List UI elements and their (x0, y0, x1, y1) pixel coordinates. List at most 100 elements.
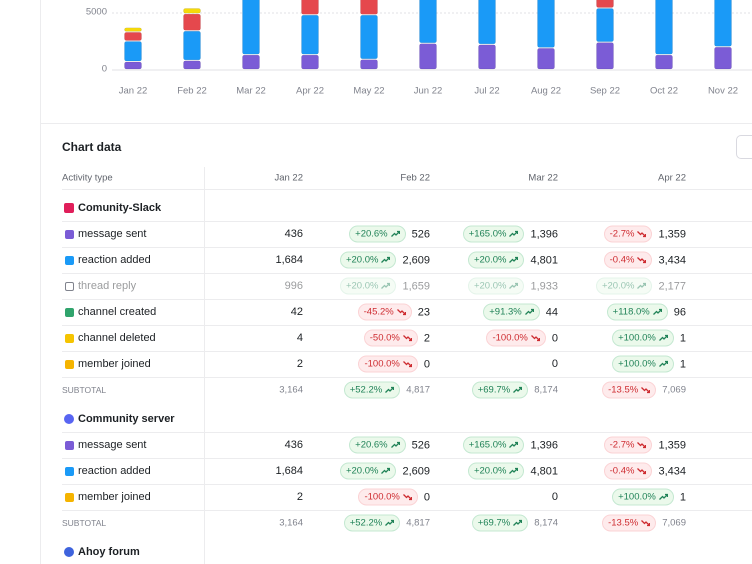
change-text: +52.2% (349, 517, 383, 529)
cell-value: 1 (679, 358, 686, 370)
cell-value: 0 (551, 491, 558, 503)
change-badge: +165.0% (462, 436, 525, 454)
change-text: +100.0% (618, 358, 656, 370)
bar-segment (655, 0, 673, 55)
section-title: Chart data (62, 140, 122, 154)
change-text: -2.7% (609, 228, 635, 240)
column-header: Apr 22 (658, 172, 686, 184)
trend-icon (381, 467, 391, 474)
bar-segment (124, 61, 142, 70)
group-name: Community server (78, 413, 175, 425)
change-badge: +69.7% (471, 381, 529, 399)
row-divider (62, 299, 752, 300)
value-cell: +100.0% 1 (612, 355, 686, 373)
cell-value: 526 (411, 228, 430, 240)
change-badge: -100.0% (358, 355, 418, 373)
x-tick-label: May 22 (353, 86, 384, 97)
trend-icon (402, 361, 412, 368)
trend-icon (658, 334, 668, 341)
bar-segment (419, 43, 437, 70)
trend-icon (637, 442, 647, 449)
trend-icon (396, 309, 406, 316)
change-text: +118.0% (612, 306, 650, 318)
group-icon (64, 547, 74, 557)
cell-value: 436 (284, 439, 303, 451)
row-checkbox (65, 281, 74, 291)
change-badge: -100.0% (358, 488, 418, 506)
subtotal-value: 4,817 (406, 384, 430, 396)
cell-value: 42 (290, 306, 303, 318)
change-badge: +20.0% (467, 462, 525, 480)
cell-value: 1,396 (530, 228, 558, 240)
row-divider (62, 510, 752, 511)
cell-value: 4 (296, 332, 303, 344)
value-cell: -100.0% 0 (486, 329, 558, 347)
change-badge: +20.6% (349, 436, 406, 454)
change-text: -13.5% (608, 517, 639, 529)
change-badge: -45.2% (357, 303, 412, 321)
value-cell: +20.6% 526 (349, 225, 430, 243)
value-cell: -2.7% 1,359 (603, 225, 686, 243)
change-text: -0.4% (609, 465, 635, 477)
cell-value: 2 (296, 358, 303, 370)
change-badge: +69.7% (471, 514, 529, 532)
column-header: Mar 22 (528, 172, 558, 184)
x-tick-label: Sep 22 (590, 86, 620, 97)
cell-value: 3,434 (658, 254, 686, 266)
change-badge: +165.0% (462, 225, 525, 243)
toolbar-button[interactable] (736, 135, 752, 159)
trend-icon (385, 386, 395, 393)
cell-value: 1,684 (275, 254, 303, 266)
change-text: -100.0% (364, 491, 400, 503)
value-cell: -45.2% 23 (357, 303, 430, 321)
bar-segment (124, 32, 142, 41)
change-badge: +20.0% (339, 462, 397, 480)
bar-segment (360, 0, 378, 15)
row-label: member joined (78, 358, 151, 370)
bar-segment (242, 54, 260, 70)
value-cell: +52.2% 4,817 (343, 514, 430, 532)
cell-value: 44 (545, 306, 558, 318)
trend-icon (509, 441, 519, 448)
trend-icon (509, 230, 519, 237)
cell-value: 1 (679, 491, 686, 503)
cell-value: 2,609 (402, 465, 430, 477)
cell-value: 2 (296, 491, 303, 503)
change-badge: -13.5% (602, 514, 657, 532)
bar-segment (714, 0, 732, 47)
change-text: +20.0% (473, 254, 507, 266)
row-label: thread reply (78, 280, 137, 292)
bar-segment (537, 0, 555, 48)
change-text: +91.3% (489, 306, 522, 318)
row-label: reaction added (78, 254, 151, 266)
change-badge: +100.0% (612, 329, 674, 347)
bar-segment (301, 15, 319, 55)
row-divider (62, 432, 752, 433)
change-badge: +100.0% (612, 488, 674, 506)
subtotal-value: 3,164 (279, 517, 303, 529)
cell-value: 1,359 (658, 439, 686, 451)
trend-icon (509, 467, 519, 474)
change-text: +20.0% (473, 280, 507, 292)
trend-icon (641, 520, 651, 527)
value-cell: +165.0% 1,396 (462, 225, 558, 243)
change-text: +20.0% (345, 465, 379, 477)
change-text: +165.0% (468, 228, 507, 240)
value-cell: +69.7% 8,174 (471, 381, 558, 399)
x-tick-label: Aug 22 (531, 86, 561, 97)
x-tick-label: Feb 22 (177, 86, 207, 97)
row-divider (62, 377, 752, 378)
value-cell: +20.0% 1,659 (339, 277, 430, 295)
value-cell: -13.5% 7,069 (602, 381, 686, 399)
change-text: +20.0% (473, 465, 507, 477)
change-badge: -2.7% (603, 225, 653, 243)
row-divider (62, 221, 752, 222)
subtotal-value: 4,817 (406, 517, 430, 529)
value-cell: -0.4% 3,434 (603, 251, 686, 269)
row-divider (62, 273, 752, 274)
bar-segment (183, 30, 201, 61)
trend-icon (658, 493, 668, 500)
x-tick-label: Jul 22 (474, 86, 499, 97)
change-badge: +52.2% (343, 381, 401, 399)
row-checkbox (65, 307, 74, 317)
